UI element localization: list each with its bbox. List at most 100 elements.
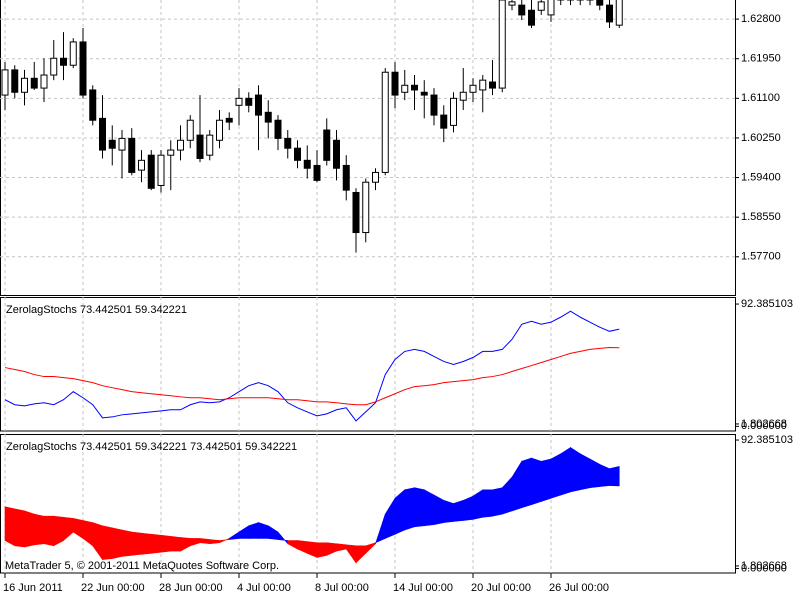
fill-segment <box>150 533 162 554</box>
fill-segment <box>316 542 328 558</box>
y-tick-label: 1.61950 <box>741 53 781 65</box>
candle-body <box>255 94 262 116</box>
fill-segment <box>609 465 620 487</box>
y-tick-label: 1.57700 <box>741 251 781 263</box>
candle-body <box>69 41 77 66</box>
x-tick-label: 22 Jun 00:00 <box>81 582 145 594</box>
fill-segment <box>43 515 55 547</box>
candle-body <box>313 164 321 181</box>
candle-body <box>40 74 48 89</box>
candle-body <box>264 111 272 123</box>
y-tick-label: 1.802668 <box>741 560 787 572</box>
candle-body <box>303 159 311 169</box>
fill-segment <box>4 506 16 547</box>
fill-segment <box>531 457 542 506</box>
candle-body <box>391 71 399 96</box>
fill-segment <box>209 539 220 545</box>
candle-body <box>128 137 136 173</box>
candle-body <box>99 117 106 151</box>
candle-body <box>1 69 9 96</box>
fill-segment <box>550 453 562 499</box>
candle-body <box>615 0 623 26</box>
fill-segment <box>433 494 445 526</box>
x-tick-label: 20 Jul 00:00 <box>471 582 531 594</box>
candle-body <box>294 147 301 161</box>
fill-segment <box>423 489 435 527</box>
fill-segment <box>462 495 474 521</box>
candle-body <box>225 117 233 123</box>
candle-body <box>118 137 126 151</box>
panel-plot <box>4 297 620 431</box>
y-tick-label: 92.385103 <box>741 434 793 446</box>
candle-body <box>596 0 604 6</box>
fill-segment <box>14 508 25 548</box>
copyright: MetaTrader 5, © 2001-2011 MetaQuotes Sof… <box>5 560 279 572</box>
y-tick-label: 1.61100 <box>741 92 780 104</box>
fill-segment <box>141 532 152 555</box>
candle-body <box>547 0 555 16</box>
fill-segment <box>121 529 133 557</box>
fill-segment <box>131 531 142 556</box>
candle-body <box>362 181 370 234</box>
candle-body <box>235 97 243 106</box>
candle-body <box>50 57 58 76</box>
fill-segment <box>540 458 552 502</box>
fill-segment <box>443 499 454 523</box>
fill-segment <box>492 487 503 517</box>
candle-body <box>60 57 67 66</box>
fill-segment <box>24 510 35 548</box>
candle-body <box>274 119 282 139</box>
fill-segment <box>570 446 581 493</box>
candle-body <box>372 171 379 183</box>
panel-plot <box>0 0 735 295</box>
candle-body <box>518 4 526 16</box>
fill-segment <box>599 463 610 487</box>
y-tick-label: 92.385103 <box>741 298 793 310</box>
fill-segment <box>404 487 415 531</box>
candle-body <box>420 91 428 96</box>
candle-body <box>147 154 155 189</box>
candle-body <box>537 1 545 11</box>
fill-segment <box>579 453 591 491</box>
y-tick-label: 1.802668 <box>741 418 787 430</box>
x-tick-label: 26 Jul 00:00 <box>549 582 609 594</box>
fill-segment <box>160 534 172 553</box>
indicator-title: ZerolagStochs 73.442501 59.342221 73.442… <box>6 441 297 453</box>
candle-body <box>177 139 184 151</box>
y-tick-label: 1.59400 <box>741 171 781 183</box>
candle-body <box>440 114 448 129</box>
y-tick-label: 1.62800 <box>741 13 781 25</box>
candle-body <box>284 137 292 149</box>
candle-body <box>245 97 253 106</box>
indicator-line <box>4 310 620 422</box>
candle-body <box>411 84 418 91</box>
candle-body <box>89 89 97 121</box>
fill-segment <box>482 489 493 518</box>
fill-segment <box>453 499 464 522</box>
candle-body <box>79 41 87 96</box>
candle-body <box>216 119 223 141</box>
fill-segment <box>560 446 571 496</box>
candle-body <box>157 154 165 186</box>
panel-plot <box>4 434 620 573</box>
fill-segment <box>414 487 425 528</box>
candle-body <box>498 0 506 89</box>
x-tick-label: 28 Jun 00:00 <box>159 582 223 594</box>
candle-body <box>21 77 28 93</box>
candle-body <box>323 129 331 161</box>
candle-body <box>108 139 116 149</box>
candle-body <box>459 91 467 101</box>
candle-body <box>381 71 389 173</box>
candle-body <box>479 79 487 91</box>
candle-body <box>450 97 457 126</box>
fill-segment <box>199 538 211 545</box>
candle-body <box>11 69 19 93</box>
indicator-title: ZerolagStochs 73.442501 59.342221 <box>6 304 187 316</box>
fill-segment <box>521 457 532 509</box>
candle-body <box>138 159 145 171</box>
y-tick-label: 1.58550 <box>741 211 781 223</box>
y-tick-label: 0.000000 <box>741 562 787 574</box>
indicator-panel-frame <box>0 297 736 432</box>
y-tick-label: 0.000000 <box>741 420 787 432</box>
